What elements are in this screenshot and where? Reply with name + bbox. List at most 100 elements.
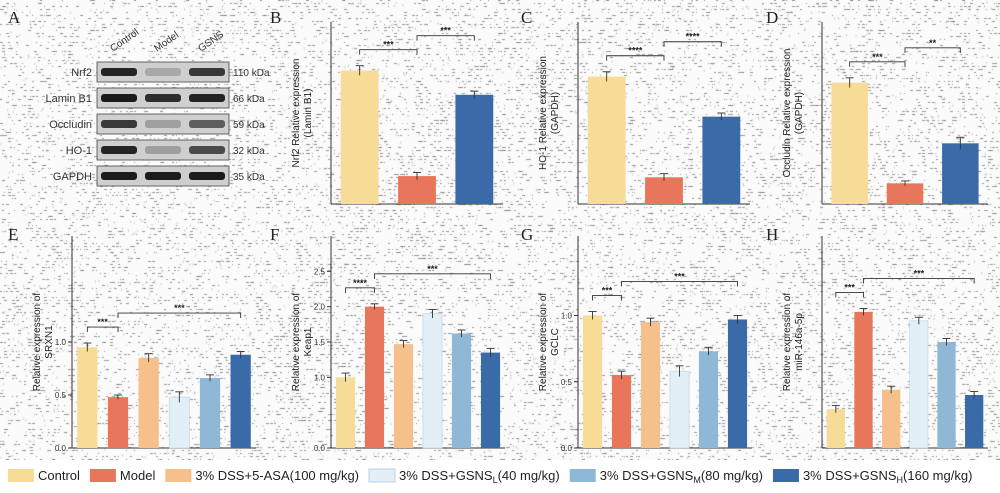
significance-bracket (416, 35, 475, 41)
y-axis-label: Relative expression of (291, 293, 302, 392)
legend-swatch (165, 469, 192, 482)
significance-bracket (835, 291, 864, 298)
significance-stars: *** (427, 264, 438, 274)
y-axis-label: SRXN1 (44, 325, 55, 359)
bar-gsns (942, 143, 979, 204)
blot-strip (96, 61, 230, 83)
y-axis-label: (GAPDH) (794, 92, 805, 134)
legend: Control Model 3% DSS+5-ASA(100 mg/kg) 3% DS… (8, 468, 972, 485)
blot-protein-label: GAPDH (53, 171, 92, 183)
blot-band (189, 68, 225, 76)
bar-control (826, 409, 845, 448)
bar-control (587, 76, 626, 204)
significance-bracket (86, 326, 119, 333)
bar-model (398, 176, 436, 204)
y-tick-label: 1.0 (314, 373, 326, 382)
significance-stars: *** (383, 40, 394, 50)
blot-size-label: 35 kDa (233, 172, 265, 183)
significance-stars: ** (929, 38, 937, 48)
blot-band (189, 146, 225, 154)
y-tick-label: 1.0 (55, 338, 67, 347)
bar-5-asa (882, 389, 901, 448)
blot-band (101, 94, 137, 102)
y-axis-label: miR-146a-5p (794, 313, 805, 371)
legend-entry: 3% DSS+GSNSL(40 mg/kg) (399, 468, 560, 485)
significance-bracket (606, 55, 665, 61)
y-axis-label: (Lamin B1) (303, 89, 314, 138)
blot-strip (96, 139, 230, 161)
bar-gsns-m (937, 342, 956, 448)
significance-bracket (374, 273, 491, 279)
significance-bracket (592, 295, 622, 301)
blot-lane-label: Model (152, 30, 181, 55)
chart-d-occludin: Occludin Relative expression (GAPDH)***** (782, 22, 988, 205)
bar-gsns-m (698, 351, 719, 448)
blot-lane-label: Control (108, 27, 141, 55)
significance-stars: *** (844, 282, 855, 292)
y-tick-label: 2.5 (314, 267, 326, 276)
significance-stars: *** (872, 52, 883, 62)
y-axis-label: GCLC (550, 328, 561, 356)
y-tick-label: 1.5 (314, 338, 326, 347)
significance-bracket (345, 287, 375, 293)
bar-5-asa (640, 322, 661, 448)
significance-bracket (863, 277, 975, 284)
y-axis-label: Nrf2 Relative expression (291, 59, 302, 168)
blot-band (101, 120, 137, 128)
significance-stars: *** (97, 317, 108, 327)
bar-gsns-l (168, 396, 190, 449)
bar-model (364, 306, 385, 448)
bar-gsns-l (909, 320, 929, 449)
bar-gsns-h (727, 319, 748, 448)
y-tick-label: 2.0 (314, 303, 326, 312)
bar-control (335, 377, 356, 448)
blot-band (189, 172, 225, 180)
chart-b-nrf2: Nrf2 Relative expression (Lamin B1) *** *** (291, 22, 503, 205)
bar-gsns-l (422, 313, 443, 449)
panel-label-c: C (521, 8, 533, 27)
legend-swatch (8, 469, 34, 482)
y-axis-label: Relative expression of (538, 293, 549, 392)
y-axis-label: Keap1 (303, 327, 314, 356)
legend-swatch (89, 469, 116, 482)
panel-label-g: G (521, 225, 534, 244)
significance-bracket (117, 312, 242, 319)
blot-strip (96, 113, 230, 135)
blot-band (101, 68, 137, 76)
significance-stars: *** (674, 272, 685, 282)
blot-band (189, 94, 225, 102)
legend-swatch (569, 469, 596, 482)
blot-protein-label: Lamin B1 (46, 93, 92, 105)
western-blot-panel: Control Model GSNS Nrf2 110 kDa Lamin B1 66 kD… (46, 27, 270, 187)
panel-label-a: A (8, 8, 21, 27)
bar-gsns-m (199, 378, 221, 448)
chart-g-gclc: Relative expression of GCLC 0.0 0.5 1.0 *** **… (538, 236, 752, 453)
significance-bracket (849, 61, 906, 67)
chart-f-keap1: Relative expression of Keap1 0.0 1.0 1.5 2.0 2… (291, 236, 505, 453)
significance-stars: *** (602, 286, 613, 296)
bar-model (854, 311, 873, 448)
legend-swatch (772, 469, 799, 482)
bar-gsns-h (230, 354, 251, 448)
panel-label-b: B (270, 8, 282, 27)
blot-band (145, 120, 181, 128)
bar-gsns-h (480, 352, 501, 448)
blot-protein-label: HO-1 (66, 145, 92, 157)
bar-model (611, 375, 632, 448)
blot-size-label: 110 kDa (233, 68, 270, 79)
blot-size-label: 32 kDa (233, 146, 265, 157)
legend-entry: 3% DSS+GSNSH(160 mg/kg) (803, 468, 972, 485)
bar-gsns (455, 94, 494, 204)
significance-stars: **** (686, 32, 701, 42)
bar-model (107, 397, 129, 448)
y-axis-label: Relative expression of (32, 293, 43, 392)
significance-stars: *** (174, 303, 185, 313)
bar-control (582, 315, 603, 448)
significance-stars: **** (628, 46, 643, 56)
y-axis-label: Relative expression of (782, 293, 793, 392)
bar-5-asa (393, 344, 414, 448)
y-tick-label: 0.0 (561, 444, 573, 453)
bar-model (645, 177, 683, 204)
significance-bracket (359, 49, 418, 55)
y-tick-label: 1.0 (561, 312, 573, 321)
